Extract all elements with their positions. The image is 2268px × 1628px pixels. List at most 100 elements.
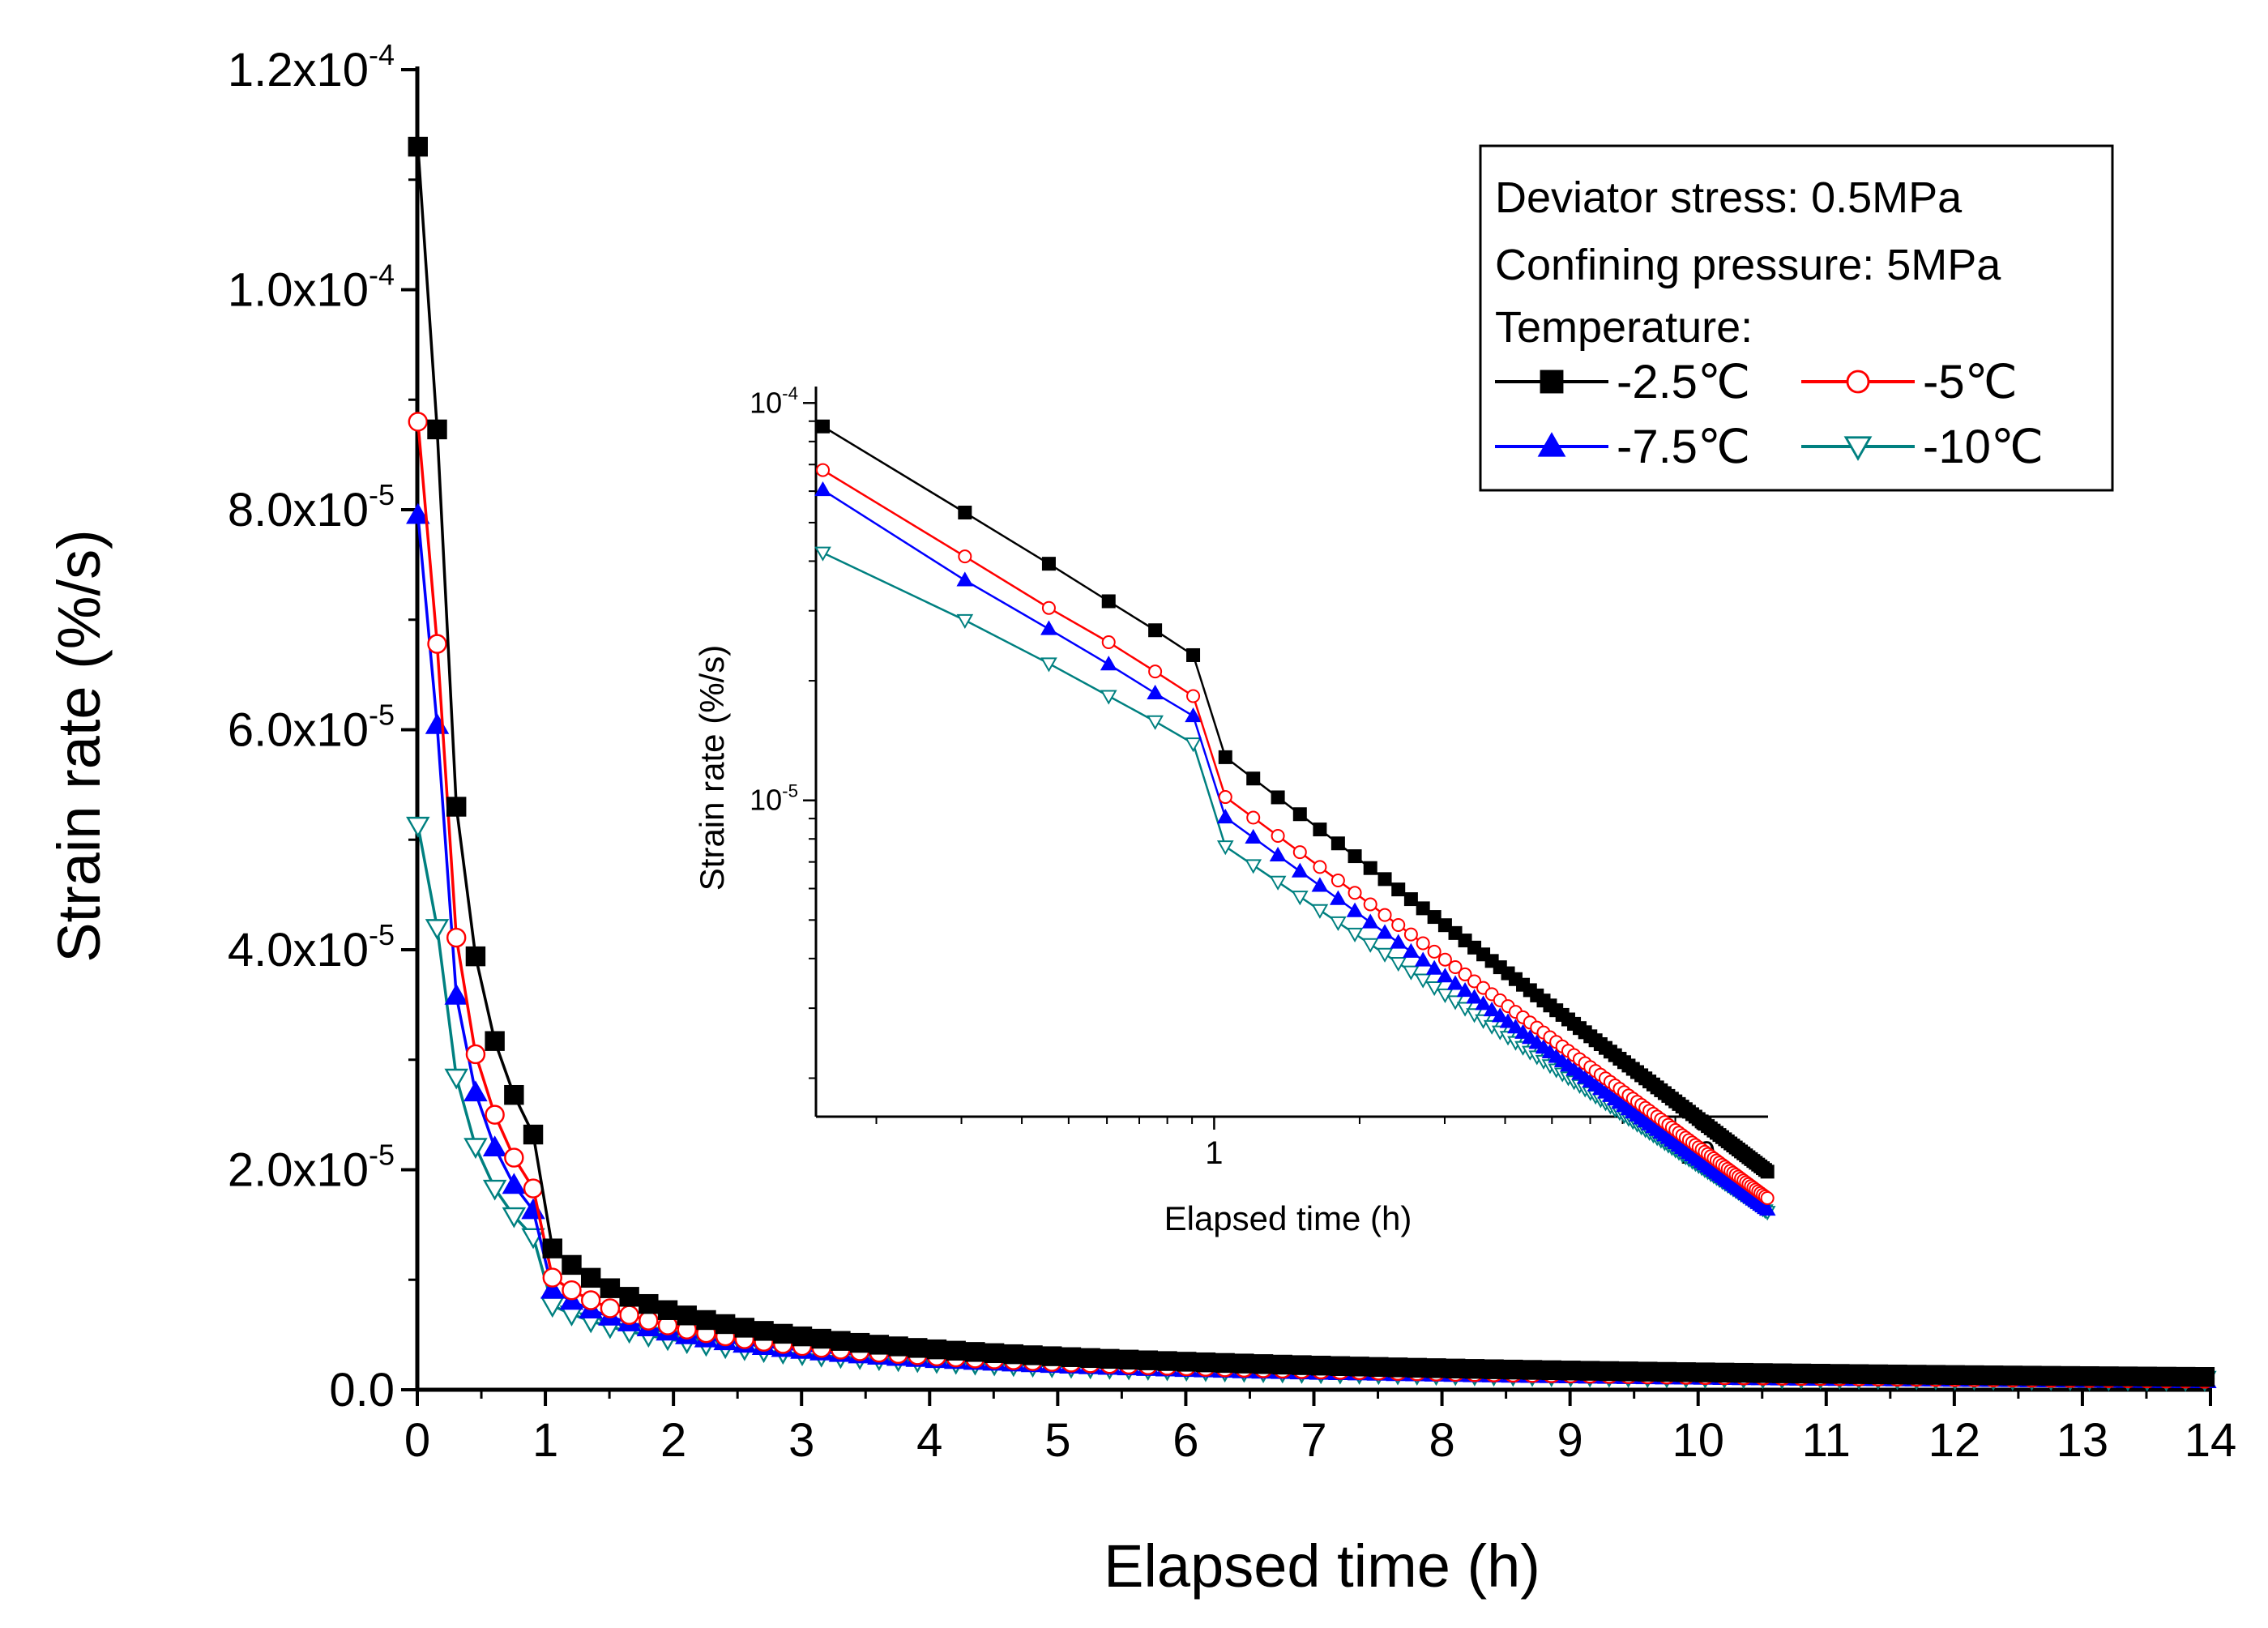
inset-data-point [956, 571, 974, 587]
data-point [600, 1298, 621, 1318]
y-tick-label: 1.0x10-4 [228, 258, 395, 316]
inset-data-point [1269, 875, 1287, 891]
x-tick-label: 2 [660, 1414, 686, 1467]
data-point [1234, 1353, 1254, 1374]
data-point [1791, 1363, 1812, 1384]
inset-y-axis-title: Strain rate (%/s) [693, 645, 731, 891]
y-tick-label-exponent: -5 [369, 478, 395, 511]
data-point [1215, 1352, 1235, 1374]
inset-data-point [1101, 594, 1116, 609]
inset-data-point [1414, 973, 1432, 989]
data-point [1445, 1358, 1466, 1379]
inset-data-point [1040, 620, 1057, 635]
data-point [1023, 1345, 1043, 1365]
inset-data-point [1246, 771, 1261, 786]
legend-annotation: Confining pressure: 5MPa [1495, 241, 2001, 289]
inset-data-point [1186, 689, 1201, 703]
data-point [1714, 1362, 1735, 1383]
data-point [1310, 1356, 1331, 1376]
x-tick-label: 4 [916, 1414, 942, 1467]
data-point [600, 1278, 621, 1298]
inset-data-point [1311, 877, 1329, 892]
data-point [1195, 1352, 1216, 1373]
inset-data-point [1148, 664, 1163, 679]
data-point [446, 797, 467, 817]
inset-y-tick-label-mantissa: 10 [750, 386, 782, 419]
data-point [540, 1277, 565, 1299]
y-tick-label-mantissa: 4.0x10 [228, 924, 369, 976]
data-point [1907, 1365, 1927, 1385]
inset-data-point [1041, 557, 1056, 571]
y-tick-label: 4.0x10-5 [228, 918, 395, 976]
inset-data-point [1448, 960, 1463, 975]
data-point [1292, 1355, 1312, 1375]
inset-y-tick-label: 10-4 [750, 383, 798, 419]
data-point [1848, 1364, 1869, 1384]
data-point [482, 1179, 507, 1201]
inset-data-point [1147, 715, 1164, 730]
data-point [1387, 1357, 1408, 1378]
data-point [811, 1328, 831, 1349]
y-tick-label: 2.0x10-5 [228, 1138, 395, 1196]
inset-data-point [1514, 1023, 1531, 1039]
y-tick-label-mantissa: 0.0 [329, 1364, 395, 1416]
data-point [444, 1068, 468, 1090]
inset-data-point [1185, 707, 1202, 723]
data-point [754, 1321, 774, 1341]
inset-data-point [1245, 859, 1262, 874]
inset-data-point [1291, 891, 1309, 906]
data-point [1157, 1351, 1177, 1371]
inset-data-point [1760, 1191, 1775, 1206]
inset-data-point [815, 419, 830, 434]
data-point [523, 1124, 544, 1145]
data-point [888, 1336, 908, 1357]
legend-swatch-marker [1846, 370, 1870, 394]
inset-data-point [1499, 1013, 1517, 1028]
data-point [677, 1305, 697, 1326]
y-tick-label-mantissa: 1.0x10 [228, 264, 369, 317]
inset-data-point [1292, 807, 1307, 822]
y-tick-label: 6.0x10-5 [228, 698, 395, 756]
legend: Deviator stress: 0.5MPa Confining pressu… [1479, 144, 2114, 492]
data-point [502, 1207, 527, 1228]
data-point [849, 1332, 870, 1353]
inset-data-point [1425, 981, 1443, 997]
data-point [1503, 1359, 1523, 1380]
data-point [773, 1323, 793, 1344]
inset-data-point [1330, 890, 1347, 905]
data-point [1426, 1358, 1446, 1378]
data-point [1772, 1363, 1792, 1383]
inset-data-point [1507, 1019, 1524, 1034]
series-line [416, 825, 2205, 1382]
data-point [619, 1305, 639, 1325]
data-point [1599, 1361, 1620, 1382]
data-point [523, 1178, 544, 1199]
x-tick-label: 9 [1557, 1414, 1583, 1467]
data-point [425, 919, 450, 940]
series--5℃ [408, 412, 2215, 1389]
data-point [2156, 1366, 2176, 1387]
legend-entry-label: -10℃ [1923, 421, 2044, 473]
series--7.5℃ [406, 502, 2217, 1389]
inset-data-point [1427, 910, 1442, 925]
data-point [2002, 1365, 2022, 1386]
data-point [1464, 1359, 1485, 1379]
data-point [2117, 1366, 2138, 1387]
inset-data-point [1475, 995, 1492, 1011]
inset-data-point [1271, 790, 1285, 805]
inset-data-point [1390, 957, 1407, 972]
inset-data-point [1100, 690, 1117, 705]
data-point [1369, 1357, 1389, 1378]
x-tick-label: 7 [1301, 1414, 1326, 1467]
inset-data-point [814, 546, 831, 562]
inset-data-point [1376, 947, 1394, 963]
inset-data-point [1330, 836, 1345, 851]
data-point [1118, 1349, 1139, 1370]
inset-data-point [1216, 840, 1234, 856]
y-tick-label: 8.0x10-5 [228, 478, 395, 536]
x-tick-label: 5 [1044, 1414, 1070, 1467]
data-point [446, 927, 467, 948]
data-point [1272, 1354, 1292, 1375]
inset-data-point [1427, 944, 1442, 959]
